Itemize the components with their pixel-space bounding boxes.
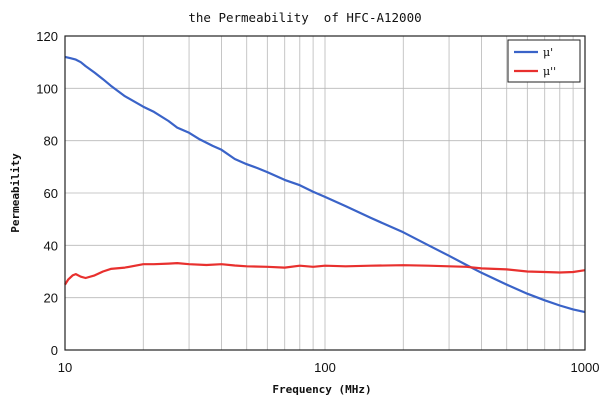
x-tick-label: 100 [314, 360, 336, 375]
y-tick-label: 20 [44, 291, 58, 306]
legend-label-2: μ'' [543, 65, 556, 78]
series-line-1 [64, 55, 586, 314]
x-tick-label: 10 [58, 360, 72, 375]
legend-box [507, 39, 581, 83]
series-group [64, 55, 586, 314]
y-tick-labels: 0 20 40 60 80 100 120 [36, 29, 58, 358]
legend-label-1: μ' [543, 46, 553, 59]
y-tick-label: 120 [36, 29, 58, 44]
y-tick-label: 100 [36, 81, 58, 96]
y-axis-title: Permeability [9, 153, 22, 233]
y-tick-label: 0 [51, 343, 58, 358]
chart-title: the Permeability of HFC-A12000 [188, 10, 421, 25]
x-tick-label: 1000 [571, 360, 600, 375]
x-tick-labels: 10 100 1000 [58, 360, 600, 375]
legend: μ' μ'' [507, 39, 581, 83]
x-axis-title: Frequency (MHz) [272, 383, 371, 396]
y-tick-label: 40 [44, 238, 58, 253]
plot-frame [64, 35, 586, 351]
y-tick-label: 60 [44, 186, 58, 201]
series-line-2 [64, 262, 586, 286]
y-tick-label: 80 [44, 134, 58, 149]
grid-lines [65, 36, 585, 350]
